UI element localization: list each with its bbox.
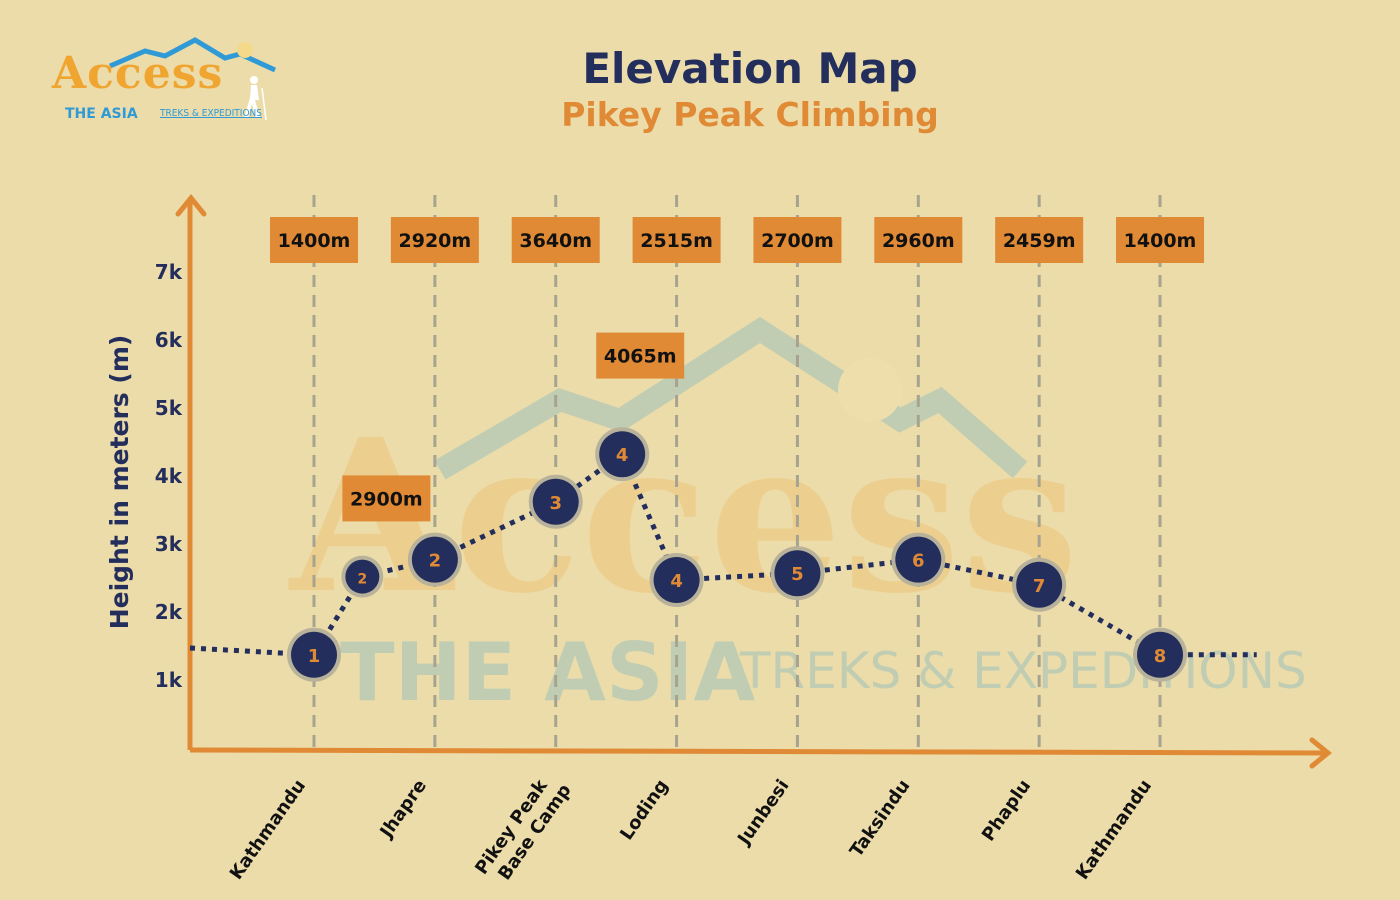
- marker-dot: [291, 631, 337, 678]
- marker-label: 2: [429, 551, 442, 572]
- marker-label: 4: [670, 571, 683, 592]
- y-tick-label: 4k: [155, 464, 183, 488]
- x-tick-label: Phaplu: [978, 776, 1035, 845]
- marker-label: 2: [357, 572, 367, 588]
- y-tick-label: 5k: [155, 396, 183, 420]
- annotation-text: 2900m: [350, 488, 423, 510]
- marker-label: 4: [616, 445, 629, 466]
- elevation-label: 2960m: [874, 217, 963, 263]
- logo-wordmark: Access: [52, 48, 224, 99]
- marker-label: 3: [549, 493, 562, 514]
- day-marker: 3: [528, 474, 583, 529]
- day-marker: 2: [407, 532, 462, 587]
- chart-subtitle: Pikey Peak Climbing: [561, 95, 939, 134]
- watermark-sub2: TREKS & EXPEDITIONS: [739, 642, 1307, 700]
- elevation-box: [511, 217, 600, 263]
- elevation-text: 2515m: [640, 230, 713, 252]
- x-tick-label: Loding: [616, 776, 673, 844]
- day-marker: 7: [1012, 557, 1067, 612]
- logo-sub-brand: THE ASIA: [65, 106, 138, 122]
- annotation-box: [342, 475, 431, 522]
- elevation-text: 2459m: [1003, 230, 1076, 252]
- marker-label: 5: [791, 564, 804, 585]
- marker-label: 8: [1154, 646, 1167, 667]
- x-axis: [189, 747, 1326, 756]
- elevation-text: 2700m: [761, 230, 834, 252]
- marker-dot: [532, 478, 579, 525]
- chart-title: Elevation Map: [582, 44, 918, 93]
- annotation-label: 2900m: [342, 475, 431, 522]
- x-tick-label: Kathmandu: [1072, 776, 1156, 884]
- elevation-text: 1400m: [278, 230, 351, 252]
- marker-dot: [345, 559, 380, 594]
- annotation-label: 4065m: [596, 332, 685, 379]
- elevation-box: [995, 217, 1084, 263]
- y-axis-arrow: [175, 194, 207, 217]
- elevation-label: 3640m: [511, 217, 600, 263]
- day-marker: 2: [341, 555, 384, 598]
- x-tick-label: Kathmandu: [226, 776, 310, 884]
- elevation-text: 1400m: [1124, 230, 1197, 252]
- elevation-box: [270, 217, 358, 263]
- annotation-text: 4065m: [604, 346, 677, 368]
- elevation-label: 2515m: [632, 217, 721, 263]
- y-tick-label: 6k: [155, 328, 183, 352]
- elevation-text: 3640m: [519, 230, 592, 252]
- x-axis-arrow: [1309, 737, 1332, 769]
- marker-dot: [653, 557, 700, 603]
- watermark-sun: [838, 358, 902, 422]
- y-axis-label: Height in meters (m): [105, 335, 134, 630]
- day-marker: 8: [1133, 627, 1188, 682]
- elevation-label: 1400m: [270, 217, 358, 263]
- day-marker: 4: [595, 427, 650, 482]
- watermark-sub1: THE ASIA: [340, 626, 755, 719]
- elevation-label: 2920m: [390, 217, 479, 263]
- annotation-box: [596, 332, 685, 379]
- elevation-box: [390, 217, 479, 263]
- marker-label: 6: [912, 551, 925, 572]
- elevation-text: 2960m: [882, 230, 955, 252]
- day-marker: 4: [649, 553, 704, 607]
- day-marker: 6: [891, 532, 946, 587]
- x-tick-label: Jhapre: [375, 776, 431, 843]
- brand-logo: Access THE ASIA TREKS & EXPEDITIONS: [50, 36, 280, 131]
- logo-tagline: TREKS & EXPEDITIONS: [160, 108, 262, 119]
- x-tick-label: Pikey PeakBase Camp: [471, 768, 575, 892]
- elevation-box: [632, 217, 721, 263]
- x-tick-label: Junbesi: [733, 776, 794, 851]
- y-tick-label: 2k: [155, 600, 183, 624]
- day-marker: 5: [770, 546, 825, 601]
- marker-dot: [1016, 561, 1063, 608]
- marker-dot: [895, 536, 942, 583]
- elevation-label: 2459m: [995, 217, 1084, 263]
- watermark-mountain: [434, 316, 1028, 480]
- hiker-icon: [244, 76, 267, 121]
- marker-label: 7: [1033, 576, 1046, 597]
- marker-dot: [774, 550, 821, 597]
- marker-dot: [1137, 631, 1184, 678]
- y-tick-label: 7k: [155, 260, 183, 284]
- y-tick-label: 3k: [155, 532, 183, 556]
- elevation-text: 2920m: [399, 230, 472, 252]
- marker-dot: [411, 536, 458, 583]
- x-tick-label: Taksindu: [846, 776, 915, 861]
- marker-label: 1: [308, 646, 321, 667]
- elevation-box: [874, 217, 963, 263]
- elevation-box: [1116, 217, 1205, 263]
- marker-dot: [599, 431, 646, 478]
- mountain-icon: [109, 37, 277, 73]
- day-marker: 1: [287, 627, 341, 682]
- elevation-label: 1400m: [1116, 217, 1205, 263]
- elevation-box: [753, 217, 842, 263]
- elevation-label: 2700m: [753, 217, 842, 263]
- y-tick-label: 1k: [155, 668, 183, 692]
